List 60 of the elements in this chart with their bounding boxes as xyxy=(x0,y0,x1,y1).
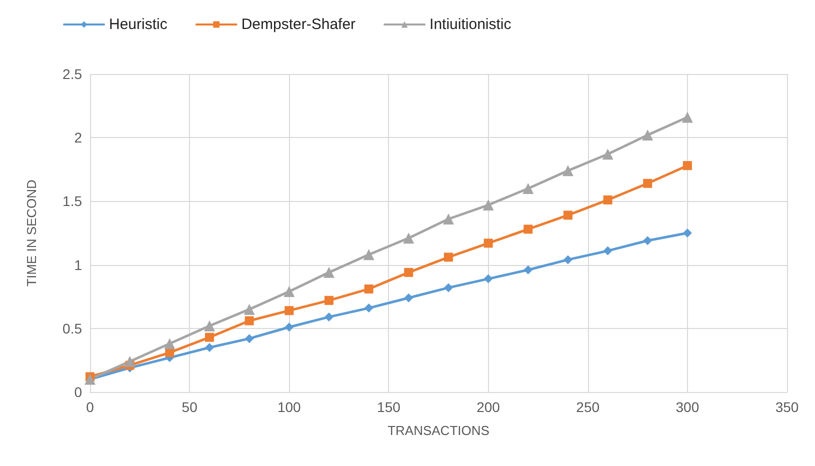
y-tick-label: 2 xyxy=(74,130,82,146)
point xyxy=(602,148,614,160)
point xyxy=(364,284,374,294)
point xyxy=(204,332,214,342)
point xyxy=(603,246,612,256)
point xyxy=(324,296,334,305)
x-tick-label: 250 xyxy=(576,399,600,415)
point xyxy=(404,293,414,302)
point xyxy=(603,195,612,204)
x-tick-label: 0 xyxy=(86,399,94,415)
point xyxy=(562,165,574,176)
y-tick-label: 1 xyxy=(74,256,82,273)
point xyxy=(484,274,493,284)
point xyxy=(442,214,454,225)
y-tick-label: 1.5 xyxy=(62,193,82,210)
point xyxy=(682,161,692,170)
point xyxy=(244,304,255,315)
point xyxy=(204,320,215,332)
point xyxy=(403,232,414,244)
point xyxy=(284,322,294,332)
y-tick-label: 0 xyxy=(74,384,82,400)
point xyxy=(682,228,692,238)
point xyxy=(284,286,295,298)
y-tick-label: 0.5 xyxy=(62,320,82,336)
point xyxy=(363,249,374,260)
y-tick-label: 2.5 xyxy=(62,66,82,82)
point xyxy=(522,182,534,194)
point xyxy=(563,210,572,220)
y-axis-title: TIME IN SECOND xyxy=(24,180,39,286)
point xyxy=(563,255,572,264)
point xyxy=(284,306,294,316)
point xyxy=(484,238,493,248)
x-tick-label: 100 xyxy=(277,399,302,415)
point xyxy=(204,342,214,352)
point xyxy=(444,283,453,292)
x-tick-label: 50 xyxy=(182,399,198,415)
legend-label: Heuristic xyxy=(109,16,168,33)
point xyxy=(244,334,254,344)
x-tick-label: 200 xyxy=(476,399,500,415)
legend-label: Dempster-Shafer xyxy=(241,16,356,33)
legend-label: Intiuitionistic xyxy=(430,16,512,33)
point xyxy=(124,356,136,367)
point xyxy=(323,266,334,278)
point xyxy=(524,224,533,234)
x-tick-label: 350 xyxy=(775,399,799,415)
x-tick-label: 300 xyxy=(676,399,700,415)
x-tick-label: 150 xyxy=(377,399,401,415)
point xyxy=(642,130,654,141)
point xyxy=(482,200,494,211)
point xyxy=(643,178,652,188)
point xyxy=(364,304,374,313)
point xyxy=(324,312,334,322)
point xyxy=(244,316,254,326)
x-axis-title: TRANSACTIONS xyxy=(388,423,490,438)
point xyxy=(682,112,693,123)
point xyxy=(404,268,414,277)
point xyxy=(524,265,533,274)
point xyxy=(164,338,176,350)
point xyxy=(444,252,453,262)
point xyxy=(643,236,652,246)
